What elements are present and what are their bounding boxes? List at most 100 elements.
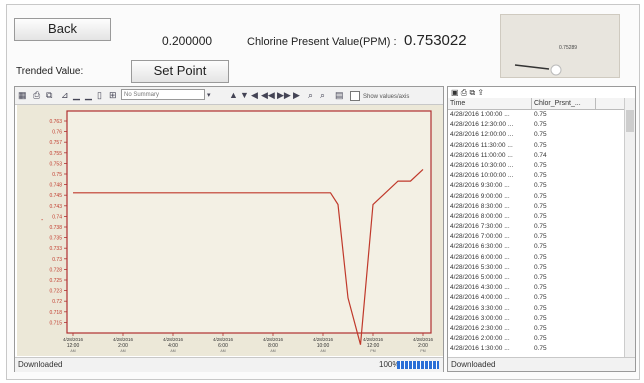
copy-icon[interactable]: ⧉ (46, 90, 53, 100)
table-row[interactable]: 4/28/2016 9:30:00 ... 0.75 (448, 181, 624, 191)
trend-chart: 0.763 0.76 0.757 0.755 0.753 0.75 0.748 0.745 0.… (41, 110, 434, 353)
y-tick-label: 0.735 (49, 236, 62, 242)
table-cell-value: 0.75 (534, 324, 547, 332)
data-table-panel: ▣ ⎙ ⧉ ⇪ Time Chlor_Prsnt_... 4/28/2016 1… (447, 86, 636, 372)
y-tick-label: 0.725 (49, 278, 62, 284)
table-row[interactable]: 4/28/2016 1:00:00 ... 0.75 (448, 110, 624, 120)
chart-type-icon[interactable]: ⊿ (61, 90, 69, 100)
table-cell-value: 0.75 (534, 131, 547, 139)
table-cell-value: 0.75 (534, 111, 547, 118)
table-cell-value: 0.75 (534, 335, 547, 343)
chlorine-label: Chlorine Present Value(PPM) : (247, 36, 397, 48)
table-cell-value: 0.75 (534, 121, 547, 129)
y-tick-label: 0.715 (49, 320, 62, 326)
table-row[interactable]: 4/28/2016 4:00:00 ... 0.75 (448, 293, 624, 303)
table-row[interactable]: 4/28/2016 6:00:00 ... 0.75 (448, 253, 624, 263)
zoom-in-icon[interactable]: ⌕ (308, 90, 314, 100)
table-cell-time: 4/28/2016 11:00:00 ... (450, 151, 513, 159)
table-cell-time: 4/28/2016 7:00:00 ... (450, 233, 510, 241)
trend-chart-panel: ▦ ⎙ ⧉ ⊿ ▁ ▁ ▯ ⊞ No Summary ▾ ▲ ▼ ◀ ◀◀ ▶▶… (14, 86, 444, 372)
rewind-icon[interactable]: ◀◀ (261, 90, 275, 100)
options-icon[interactable]: ⊞ (109, 90, 117, 100)
table-row[interactable]: 4/28/2016 5:00:00 ... 0.75 (448, 273, 624, 283)
column-header-chlorine[interactable]: Chlor_Prsnt_... (532, 98, 596, 109)
x-tick-time: 4:00 (168, 343, 178, 349)
table-toggle-icon[interactable]: ▤ (335, 90, 344, 100)
chlorine-gauge: 0.75289 (500, 14, 620, 78)
plot-frame (66, 110, 432, 334)
table-row[interactable]: 4/28/2016 2:30:00 ... 0.75 (448, 324, 624, 334)
x-tick-date: 4/28/2016 (363, 337, 384, 342)
x-tick-time: 12:00 (67, 343, 80, 349)
step-forward-icon[interactable]: ▶ (293, 90, 300, 100)
y-axis-label: - (41, 217, 44, 224)
table-row[interactable]: 4/28/2016 9:00:00 ... 0.75 (448, 192, 624, 202)
table-toolbar: ▣ ⎙ ⧉ ⇪ (448, 87, 635, 98)
table-row[interactable]: 4/28/2016 2:00:00 ... 0.75 (448, 334, 624, 344)
zoom-out-icon[interactable]: ⌕ (320, 90, 326, 100)
show-values-checkbox[interactable] (350, 91, 360, 101)
calendar-icon[interactable]: ▦ (18, 90, 27, 100)
column-header-time[interactable]: Time (448, 98, 532, 109)
grid-icon[interactable]: ▯ (97, 90, 102, 100)
back-button[interactable]: Back (14, 18, 111, 41)
y-tick-label: 0.755 (49, 151, 62, 157)
table-cell-time: 4/28/2016 2:00:00 ... (450, 335, 510, 343)
table-cell-time: 4/28/2016 8:30:00 ... (450, 202, 510, 210)
bar-icon[interactable]: ▁ (73, 90, 80, 100)
table-cell-time: 4/28/2016 6:00:00 ... (450, 253, 510, 261)
save-icon[interactable]: ▣ (451, 88, 459, 97)
table-row[interactable]: 4/28/2016 1:30:00 ... 0.75 (448, 344, 624, 354)
table-row[interactable]: 4/28/2016 8:00:00 ... 0.75 (448, 212, 624, 222)
table-cell-value: 0.75 (534, 202, 547, 210)
table-row[interactable]: 4/28/2016 7:00:00 ... 0.75 (448, 232, 624, 242)
scroll-down-icon[interactable]: ▼ (240, 90, 249, 100)
y-tick-label: 0.743 (49, 204, 62, 210)
x-tick-time: 10:00 (317, 343, 330, 349)
y-tick-label: 0.753 (49, 161, 62, 167)
scroll-up-icon[interactable]: ▲ (229, 90, 238, 100)
print-icon[interactable]: ⎙ (33, 90, 41, 100)
table-cell-value: 0.75 (534, 284, 547, 292)
period-select[interactable]: No Summary (121, 89, 205, 100)
y-tick-label: 0.72 (52, 299, 62, 305)
fast-forward-icon[interactable]: ▶▶ (277, 90, 291, 100)
copy-icon[interactable]: ⧉ (469, 88, 476, 97)
table-cell-time: 4/28/2016 5:30:00 ... (450, 263, 510, 271)
table-cell-time: 4/28/2016 4:00:00 ... (450, 294, 510, 302)
table-row[interactable]: 4/28/2016 11:00:00 ... 0.74 (448, 151, 624, 161)
table-row[interactable]: 4/28/2016 6:30:00 ... 0.75 (448, 242, 624, 252)
export-icon[interactable]: ⇪ (477, 88, 485, 97)
x-tick-date: 4/28/2016 (163, 337, 184, 342)
table-cell-time: 4/28/2016 9:30:00 ... (450, 182, 510, 190)
table-row[interactable]: 4/28/2016 10:30:00 ... 0.75 (448, 161, 624, 171)
trended-value-label: Trended Value: (16, 66, 84, 77)
table-cell-value: 0.75 (534, 233, 547, 241)
table-scrollbar[interactable] (624, 98, 635, 357)
print-icon[interactable]: ⎙ (460, 88, 468, 97)
plot-area: 0.763 0.76 0.757 0.755 0.753 0.75 0.748 0.745 0.… (17, 105, 443, 356)
table-row[interactable]: 4/28/2016 4:30:00 ... 0.75 (448, 283, 624, 293)
table-row[interactable]: 4/28/2016 11:30:00 ... 0.75 (448, 141, 624, 151)
table-row[interactable]: 4/28/2016 10:00:00 ... 0.75 (448, 171, 624, 181)
step-back-icon[interactable]: ◀ (251, 90, 258, 100)
table-cell-time: 4/28/2016 8:00:00 ... (450, 212, 510, 220)
area-icon[interactable]: ▁ (85, 90, 92, 100)
chevron-down-icon[interactable]: ▾ (207, 92, 211, 99)
table-cell-value: 0.75 (534, 141, 547, 149)
x-tick-date: 4/28/2016 (213, 337, 234, 342)
set-point-button[interactable]: Set Point (131, 60, 229, 83)
table-row[interactable]: 4/28/2016 7:30:00 ... 0.75 (448, 222, 624, 232)
y-tick-label: 0.75 (52, 172, 62, 178)
table-cell-value: 0.75 (534, 192, 547, 200)
scrollbar-thumb[interactable] (626, 110, 634, 132)
table-cell-time: 4/28/2016 4:30:00 ... (450, 284, 510, 292)
table-row[interactable]: 4/28/2016 12:30:00 ... 0.75 (448, 120, 624, 130)
x-tick-ampm: AM (120, 349, 125, 353)
x-tick-time: 6:00 (218, 343, 228, 349)
table-row[interactable]: 4/28/2016 3:30:00 ... 0.75 (448, 304, 624, 314)
table-row[interactable]: 4/28/2016 12:00:00 ... 0.75 (448, 130, 624, 140)
table-row[interactable]: 4/28/2016 3:00:00 ... 0.75 (448, 314, 624, 324)
table-row[interactable]: 4/28/2016 5:30:00 ... 0.75 (448, 263, 624, 273)
table-row[interactable]: 4/28/2016 8:30:00 ... 0.75 (448, 202, 624, 212)
